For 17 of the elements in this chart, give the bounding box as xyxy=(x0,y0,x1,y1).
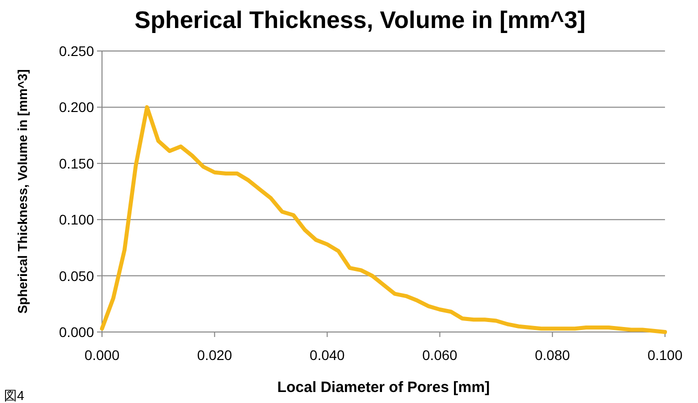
x-tick-label: 0.040 xyxy=(310,347,345,363)
line-series xyxy=(100,105,667,334)
y-tick-label: 0.100 xyxy=(58,212,94,228)
y-tick-label: 0.250 xyxy=(58,43,94,59)
y-tick-label: 0.200 xyxy=(58,99,94,116)
y-tick-label: 0.150 xyxy=(58,155,94,172)
x-tick-label: 0.060 xyxy=(422,347,458,363)
y-axis-title: Spherical Thickness, Volume in [mm^3] xyxy=(15,69,30,314)
y-tick-label: 0.050 xyxy=(58,268,94,284)
x-tick-label: 0.020 xyxy=(197,347,232,363)
x-tick-label: 0.000 xyxy=(84,347,120,363)
x-tick-label: 0.080 xyxy=(534,347,570,363)
chart-title: Spherical Thickness, Volume in [mm^3] xyxy=(134,7,586,34)
y-tick-label: 0.000 xyxy=(58,324,94,340)
x-axis-title: Local Diameter of Pores [mm] xyxy=(277,379,490,396)
caption: 図4 xyxy=(4,388,24,403)
x-tick-label: 0.100 xyxy=(647,347,683,363)
